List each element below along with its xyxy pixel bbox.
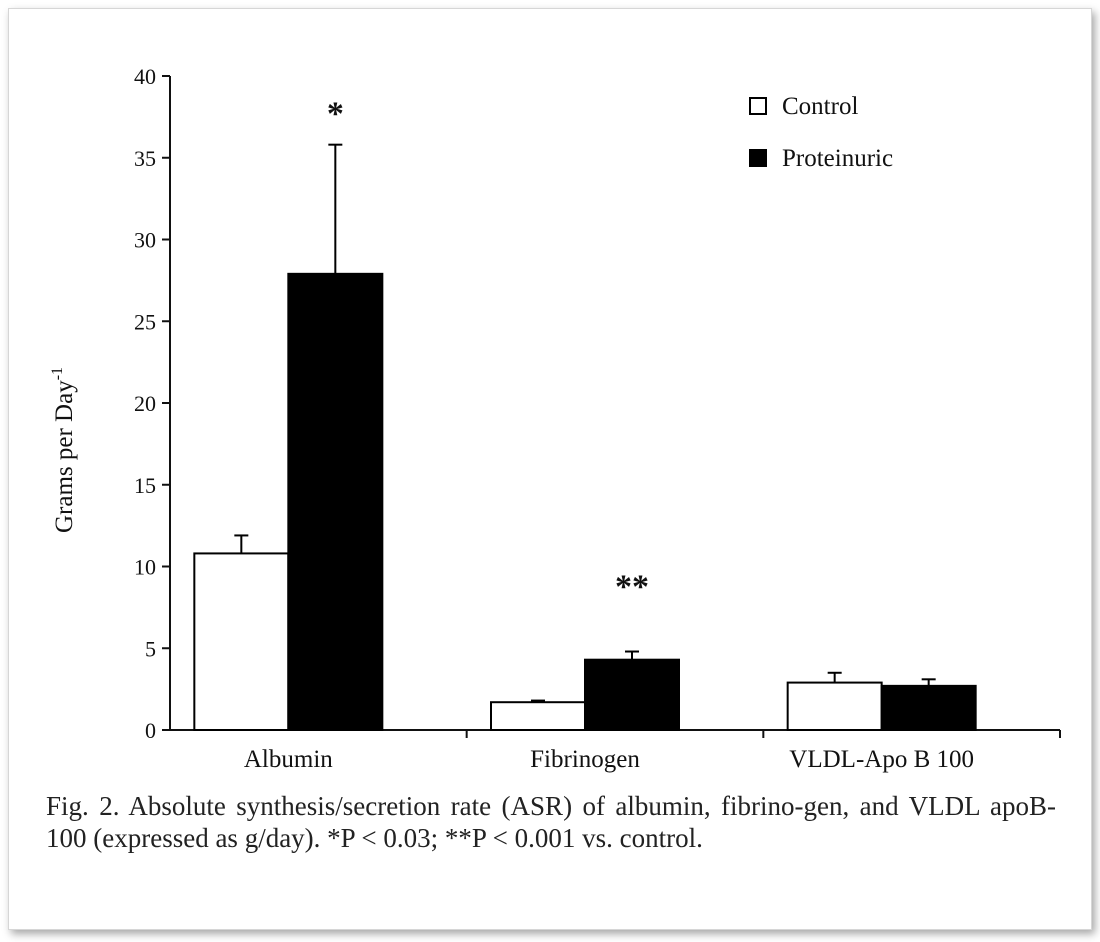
bar-control-2 — [786, 681, 883, 732]
y-tick-label: 35 — [134, 146, 156, 171]
legend-label-proteinuric: Proteinuric — [782, 145, 893, 172]
y-tick-label: 5 — [145, 636, 156, 661]
figure-caption: Fig. 2. Absolute synthesis/secretion rat… — [46, 791, 1056, 853]
legend: Control Proteinuric — [749, 93, 893, 172]
y-axis-label: Grams per Day-1 — [49, 367, 78, 533]
y-tick-label: 40 — [134, 64, 156, 89]
y-tick-label: 20 — [134, 391, 156, 416]
bar-proteinuric-2 — [880, 684, 977, 731]
bar-control-0 — [193, 552, 290, 731]
x-axis: Albumin Fibrinogen VLDL-Apo B 100 — [170, 729, 1061, 773]
significance-marker: * — [327, 96, 344, 133]
x-tick-label: VLDL-Apo B 100 — [789, 746, 974, 773]
bar-proteinuric-1 — [584, 658, 680, 732]
y-axis-label-superscript: -1 — [49, 367, 66, 380]
legend-swatch-control — [749, 97, 767, 115]
bar-chart: 0 5 10 15 20 25 30 35 40 Albumin Fibrinogen VLDL-A… — [49, 64, 1061, 773]
legend-swatch-proteinuric — [749, 149, 767, 167]
y-tick-label: 15 — [134, 473, 156, 498]
figure-card — [8, 8, 1092, 930]
x-tick-label: Fibrinogen — [530, 746, 640, 773]
bar-proteinuric-0 — [287, 272, 384, 731]
significance-markers: *** — [327, 96, 649, 606]
y-tick-label: 25 — [134, 309, 156, 334]
y-axis: 0 5 10 15 20 25 30 35 40 — [134, 64, 171, 743]
y-tick-label: 30 — [134, 228, 156, 253]
x-tick-label: Albumin — [244, 746, 333, 773]
significance-marker: ** — [615, 569, 649, 606]
bars — [193, 143, 977, 732]
y-axis-label-text: Grams per Day — [51, 380, 78, 533]
bar-control-1 — [490, 701, 586, 732]
y-tick-label: 10 — [134, 555, 156, 580]
legend-label-control: Control — [782, 93, 858, 120]
y-tick-label: 0 — [145, 718, 156, 743]
